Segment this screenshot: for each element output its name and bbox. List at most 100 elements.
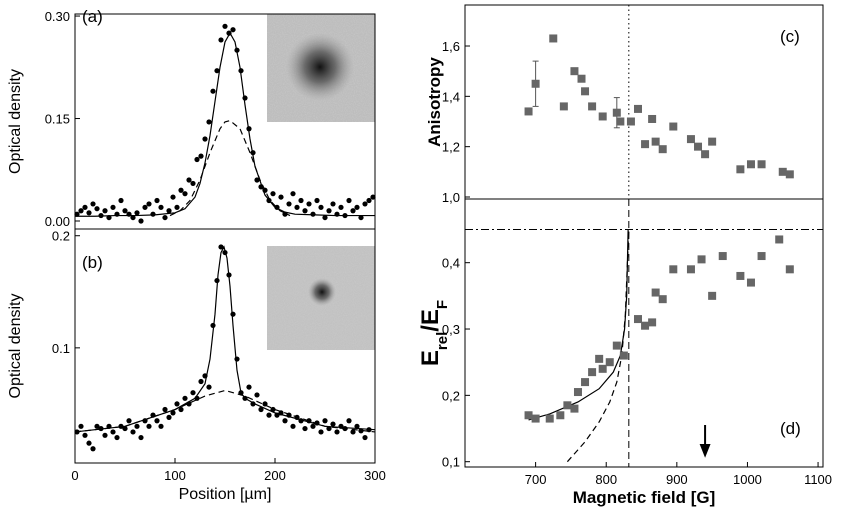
data-point (210, 322, 216, 329)
data-point (150, 211, 156, 217)
data-point (202, 136, 208, 142)
data-point (669, 122, 678, 131)
data-point (366, 197, 372, 204)
data-point (238, 390, 244, 396)
x-tick-label: 200 (264, 468, 286, 483)
data-point (298, 418, 304, 424)
data-point (178, 406, 184, 413)
data-point (598, 364, 607, 373)
data-point (633, 315, 642, 324)
data-point (362, 434, 368, 441)
y-tick-label: 1,4 (442, 89, 460, 104)
data-point (545, 414, 554, 423)
data-point (612, 108, 621, 117)
data-point (310, 211, 316, 217)
data-point (326, 425, 332, 432)
data-point (78, 208, 84, 214)
data-point (342, 212, 348, 219)
data-point (278, 194, 284, 200)
data-point (206, 384, 212, 390)
data-point (106, 423, 112, 429)
y-tick-label: 0,4 (442, 256, 460, 271)
data-point (154, 197, 160, 204)
data-point (718, 252, 727, 261)
data-point (266, 412, 272, 418)
data-point (226, 272, 232, 278)
data-point (250, 150, 256, 156)
data-point (559, 102, 568, 111)
data-point (595, 354, 604, 363)
data-point (746, 160, 755, 169)
data-point (310, 423, 316, 429)
data-point (94, 423, 100, 429)
data-point (686, 265, 695, 274)
data-point (314, 420, 320, 426)
y-tick-label: 0.15 (45, 112, 70, 127)
data-point (250, 401, 256, 407)
y-axis-label-part: E (417, 350, 444, 366)
data-point (270, 191, 276, 197)
data-point (202, 373, 208, 379)
data-point (619, 351, 628, 360)
data-point (170, 194, 176, 200)
data-point (234, 356, 240, 362)
data-point (294, 414, 300, 420)
data-point (708, 291, 717, 300)
data-point (102, 432, 108, 438)
y-tick-label: 1,2 (442, 140, 460, 155)
data-point (531, 414, 540, 423)
data-point (524, 411, 533, 420)
data-point (238, 68, 244, 74)
data-point (570, 67, 579, 76)
data-point (318, 204, 324, 210)
data-point (306, 418, 312, 424)
data-point (118, 423, 124, 429)
data-point (318, 429, 324, 435)
inset-image-b (267, 246, 375, 350)
y-tick-label: 0,1 (442, 455, 460, 470)
data-point (258, 184, 264, 190)
panel-label: (b) (82, 253, 103, 272)
panel: 0.2 0.1 0 100 200 300 (b) Optical density Positi… (7, 228, 386, 503)
x-tick-label: 300 (364, 468, 386, 483)
data-point (174, 204, 180, 210)
data-point (254, 177, 260, 183)
data-point (242, 395, 248, 401)
data-point (246, 126, 252, 132)
data-point (274, 204, 280, 210)
data-point (342, 425, 348, 432)
data-point (556, 411, 565, 420)
data-point (322, 214, 328, 221)
data-point (274, 412, 280, 418)
data-point (282, 211, 288, 217)
data-point (242, 95, 248, 101)
data-point (736, 271, 745, 280)
data-point (174, 401, 180, 407)
data-point (648, 114, 657, 123)
data-point (330, 421, 336, 427)
data-point (82, 432, 88, 438)
data-point (82, 204, 88, 210)
data-point (278, 410, 284, 416)
data-point (290, 423, 296, 429)
data-point (214, 277, 220, 284)
data-point (166, 414, 172, 420)
y-axis-label: Anisotropy (425, 57, 444, 147)
data-point (94, 206, 100, 212)
data-point (222, 23, 228, 29)
data-point (775, 235, 784, 244)
data-point (757, 160, 766, 169)
data-point (694, 142, 703, 151)
data-point (230, 27, 236, 33)
data-point (98, 425, 104, 432)
data-point (114, 211, 120, 217)
data-point (214, 68, 220, 74)
data-point (130, 429, 136, 435)
data-point (326, 208, 332, 214)
data-point (262, 401, 268, 407)
data-point (86, 440, 92, 446)
data-point (170, 410, 176, 416)
data-point (194, 156, 200, 163)
data-point (150, 412, 156, 418)
